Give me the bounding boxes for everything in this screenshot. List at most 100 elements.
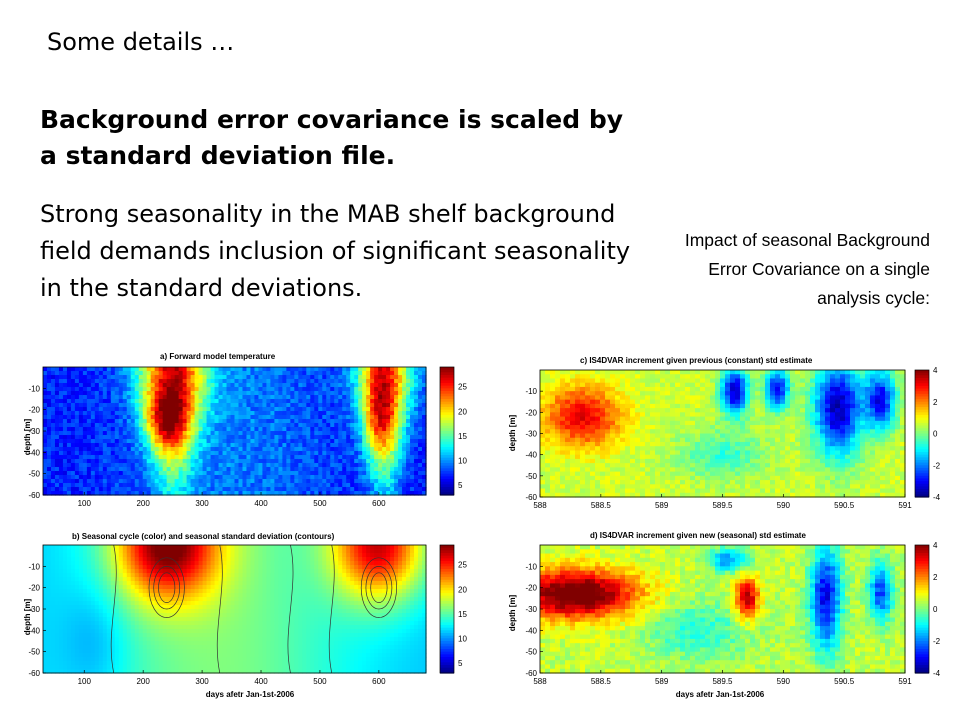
heatmap-cell	[370, 431, 375, 436]
heatmap-cell	[94, 399, 100, 404]
heatmap-cell	[386, 375, 391, 380]
heatmap-cell	[266, 669, 272, 674]
heatmap-cell	[198, 471, 204, 476]
heatmap-cell	[190, 479, 196, 484]
heatmap-cell	[242, 577, 248, 582]
heatmap-cell	[210, 629, 216, 634]
heatmap-cell	[374, 367, 379, 372]
heatmap-cell	[210, 657, 216, 662]
heatmap-cell	[262, 399, 268, 404]
heatmap-cell	[158, 661, 164, 666]
heatmap-cell	[218, 379, 224, 384]
heatmap-cell	[130, 549, 136, 554]
heatmap-cell	[86, 597, 92, 602]
heatmap-cell	[158, 483, 164, 488]
heatmap-cell	[138, 487, 144, 492]
heatmap-cell	[390, 403, 395, 408]
heatmap-cell	[106, 395, 112, 400]
heatmap-cell	[62, 597, 68, 602]
colorbar-cell	[440, 388, 454, 392]
heatmap-cell	[394, 451, 399, 456]
x-tick-label: 100	[78, 499, 92, 508]
heatmap-cell	[66, 589, 72, 594]
heatmap-cell	[50, 549, 56, 554]
heatmap-cell	[178, 669, 184, 674]
heatmap-cell	[146, 415, 152, 420]
heatmap-cell	[174, 455, 180, 460]
heatmap-cell	[46, 621, 52, 626]
heatmap-cell	[222, 585, 228, 590]
heatmap-cell	[314, 399, 319, 404]
heatmap-cell	[230, 379, 236, 384]
heatmap-cell	[166, 483, 172, 488]
heatmap-cell	[242, 661, 248, 666]
heatmap-cell	[306, 379, 311, 384]
heatmap-cell	[194, 463, 200, 468]
heatmap-cell	[354, 399, 359, 404]
heatmap-cell	[226, 669, 232, 674]
heatmap-cell	[206, 577, 212, 582]
heatmap-cell	[414, 471, 419, 476]
heatmap-cell	[58, 661, 64, 666]
heatmap-cell	[414, 411, 419, 416]
heatmap-cell	[50, 657, 56, 662]
heatmap-cell	[206, 545, 212, 550]
heatmap-cell	[110, 491, 116, 496]
heatmap-cell	[378, 431, 383, 436]
heatmap-cell	[74, 617, 80, 622]
heatmap-cell	[166, 443, 172, 448]
heatmap-cell	[162, 553, 168, 558]
heatmap-cell	[410, 431, 415, 436]
heatmap-cell	[226, 375, 232, 380]
heatmap-cell	[206, 569, 212, 574]
heatmap-cell	[238, 439, 244, 444]
heatmap-cell	[194, 557, 200, 562]
heatmap-cell	[406, 395, 411, 400]
heatmap-cell	[270, 491, 275, 496]
heatmap-cell	[150, 463, 156, 468]
heatmap-cell	[386, 443, 391, 448]
heatmap-cell	[43, 581, 48, 586]
heatmap-cell	[114, 657, 120, 662]
heatmap-cell	[246, 463, 252, 468]
heatmap-cell	[126, 411, 132, 416]
heatmap-cell	[66, 585, 72, 590]
heatmap-cell	[154, 395, 160, 400]
heatmap-cell	[43, 443, 48, 448]
heatmap-cell	[110, 387, 116, 392]
heatmap-cell	[186, 545, 192, 550]
heatmap-cell	[174, 665, 180, 670]
heatmap-cell	[214, 479, 220, 484]
heatmap-cell	[210, 371, 216, 376]
heatmap-cell	[90, 597, 96, 602]
heatmap-cell	[270, 569, 275, 574]
heatmap-cell	[54, 549, 60, 554]
heatmap-cell	[210, 565, 216, 570]
heatmap-cell	[122, 565, 128, 570]
heatmap-cell	[130, 633, 136, 638]
heatmap-cell	[358, 411, 363, 416]
heatmap-cell	[98, 371, 104, 376]
heatmap-cell	[234, 661, 240, 666]
heatmap-cell	[162, 455, 168, 460]
heatmap-cell	[78, 483, 84, 488]
heatmap-cell	[78, 597, 84, 602]
heatmap-cell	[298, 367, 303, 372]
heatmap-cell	[266, 649, 272, 654]
heatmap-cell	[166, 419, 172, 424]
heatmap-cell	[162, 629, 168, 634]
heatmap-cell	[262, 439, 268, 444]
heatmap-cell	[66, 459, 72, 464]
heatmap-cell	[130, 439, 136, 444]
heatmap-cell	[178, 371, 184, 376]
heatmap-cell	[254, 553, 260, 558]
heatmap-cell	[162, 585, 168, 590]
heatmap-cell	[90, 423, 96, 428]
heatmap-cell	[170, 491, 176, 496]
heatmap-cell	[130, 565, 136, 570]
heatmap-cell	[262, 625, 268, 630]
heatmap-cell	[43, 483, 48, 488]
heatmap-cell	[98, 439, 104, 444]
heatmap-cell	[322, 395, 327, 400]
heatmap-cell	[126, 415, 132, 420]
